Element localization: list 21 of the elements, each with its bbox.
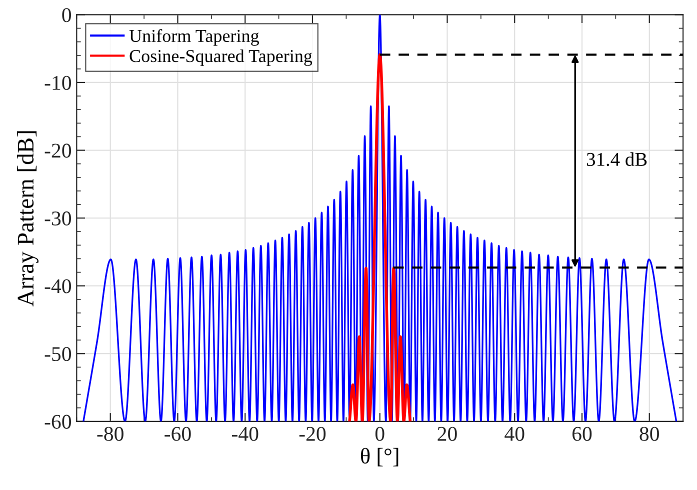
legend-label: Cosine-Squared Tapering [130,49,312,66]
x-tick-label: -40 [232,426,258,441]
y-tick-label: -40 [44,279,72,294]
y-axis-title: Array Pattern [dB] [17,131,38,306]
y-tick-label: -10 [44,76,72,90]
x-tick-label: 20 [438,426,457,441]
y-tick-label: -60 [44,414,72,429]
x-tick-label: -20 [299,426,326,441]
y-tick-label: -20 [44,144,72,158]
y-tick-label: -30 [44,211,72,226]
x-tick-label: -80 [97,426,124,441]
x-tick-label: -60 [164,426,191,441]
x-tick-label: 0 [375,426,384,441]
legend-label: Uniform Tapering [129,29,259,46]
x-tick-label: 80 [640,426,659,441]
x-tick-label: 60 [572,426,592,441]
x-axis-title: θ [°] [360,448,398,466]
y-tick-label: -50 [44,346,72,362]
x-tick-label: 40 [504,426,524,441]
y-tick-label: 0 [62,8,72,22]
annotation: 31.4 dB [586,152,647,166]
